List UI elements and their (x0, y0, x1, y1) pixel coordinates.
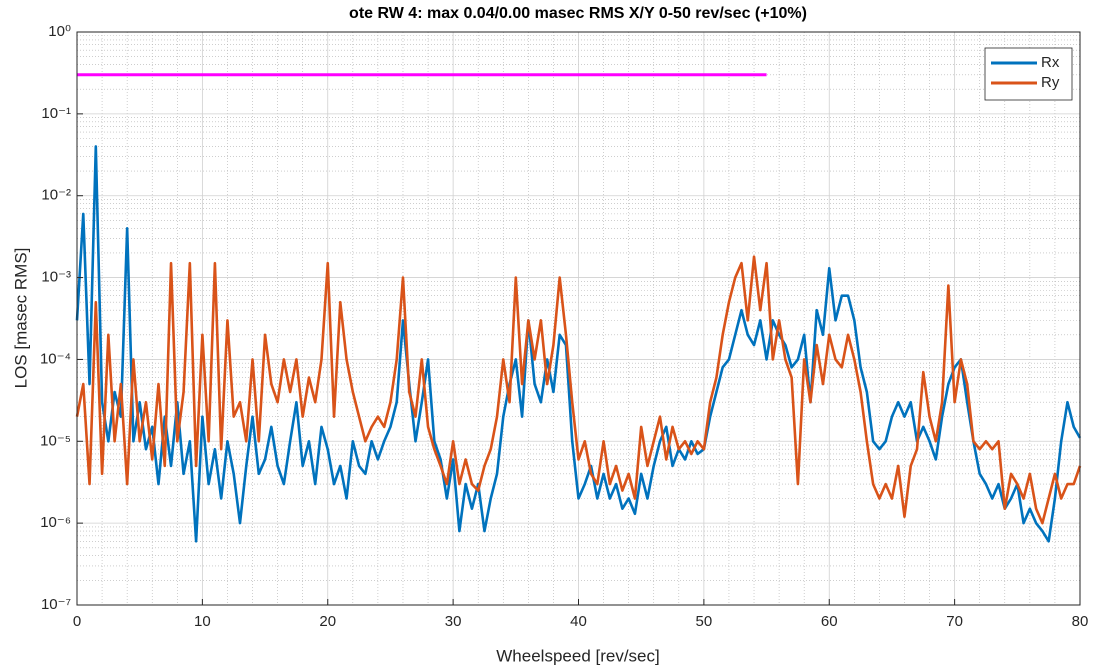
y-tick-label: 10⁻⁵ (40, 432, 71, 449)
x-tick-label: 20 (319, 613, 336, 630)
marks (75, 73, 1082, 543)
series-line (75, 255, 1082, 525)
series-line (75, 145, 1082, 543)
x-tick-label: 50 (696, 613, 713, 630)
y-axis-label: LOS [masec RMS] (11, 248, 30, 389)
grid (76, 31, 1081, 606)
y-tick-label: 10⁻⁴ (40, 350, 71, 367)
legend-label: Ry (1041, 74, 1060, 91)
x-tick-label: 60 (821, 613, 838, 630)
y-tick-label: 10⁻⁷ (41, 596, 71, 613)
y-tick-label: 10⁻⁶ (40, 514, 71, 531)
x-tick-label: 30 (445, 613, 462, 630)
chart-title: ote RW 4: max 0.04/0.00 masec RMS X/Y 0-… (349, 5, 807, 22)
legend-box (984, 47, 1073, 101)
x-tick-label: 0 (73, 613, 81, 630)
y-tick-label: 10⁻² (41, 187, 71, 204)
y-tick-label: 10⁻¹ (41, 105, 71, 122)
x-tick-label: 70 (946, 613, 963, 630)
legend-label: Rx (1041, 54, 1060, 71)
x-tick-label: 80 (1072, 613, 1089, 630)
x-axis-label: Wheelspeed [rev/sec] (496, 646, 659, 665)
legend: Rx Ry (984, 47, 1073, 101)
x-tick-label: 10 (194, 613, 211, 630)
x-tick-label: 40 (570, 613, 587, 630)
y-tick-label: 10⁰ (48, 23, 71, 40)
y-tick-label: 10⁻³ (41, 269, 71, 286)
